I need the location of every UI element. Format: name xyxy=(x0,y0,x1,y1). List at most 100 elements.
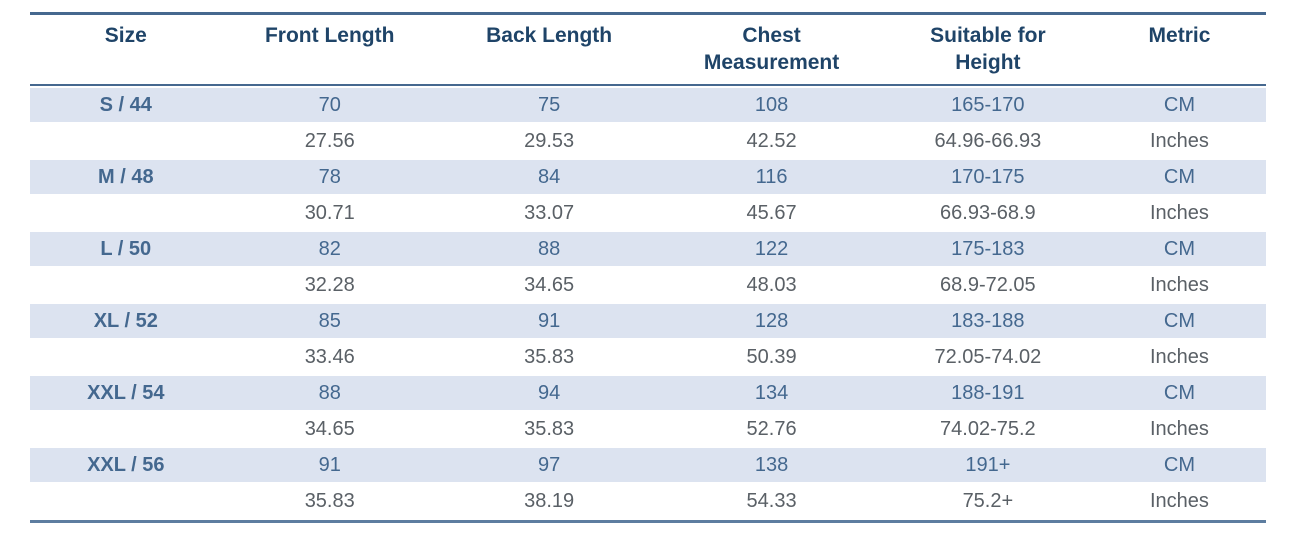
cell-height: 188-191 xyxy=(882,376,1093,410)
cell-height: 64.96-66.93 xyxy=(882,124,1093,158)
column-header-metric: Metric xyxy=(1092,17,1266,86)
cell-front-length: 34.65 xyxy=(221,412,438,446)
cell-height: 75.2+ xyxy=(882,484,1093,518)
cell-front-length: 82 xyxy=(221,232,438,266)
cell-front-length: 33.46 xyxy=(221,340,438,374)
column-header-size-line1: Size xyxy=(104,24,147,47)
cell-size: M / 48 xyxy=(30,160,222,194)
cell-size xyxy=(30,412,222,446)
size-chart-table: Size Front Length Back Length Chest Measu… xyxy=(30,12,1266,523)
cell-back-length: 94 xyxy=(437,376,661,410)
cell-back-length: 29.53 xyxy=(437,124,661,158)
table-row-xl52-inches: 33.46 35.83 50.39 72.05-74.02 Inches xyxy=(30,340,1266,374)
cell-chest: 116 xyxy=(660,160,883,194)
cell-metric: CM xyxy=(1092,232,1266,266)
table-row-l50-inches: 32.28 34.65 48.03 68.9-72.05 Inches xyxy=(30,268,1266,302)
column-header-front-length: Front Length xyxy=(221,17,438,86)
table-row-s44-cm: S / 44 70 75 108 165-170 CM xyxy=(30,88,1266,122)
cell-size xyxy=(30,268,222,302)
table-row-m48-cm: M / 48 78 84 116 170-175 CM xyxy=(30,160,1266,194)
cell-size: XXL / 56 xyxy=(30,448,222,482)
cell-size xyxy=(30,340,222,374)
cell-size xyxy=(30,124,222,158)
cell-back-length: 97 xyxy=(437,448,661,482)
cell-front-length: 32.28 xyxy=(221,268,438,302)
cell-front-length: 78 xyxy=(221,160,438,194)
cell-back-length: 38.19 xyxy=(437,484,661,518)
cell-size xyxy=(30,484,222,518)
cell-back-length: 33.07 xyxy=(437,196,661,230)
cell-front-length: 85 xyxy=(221,304,438,338)
cell-chest: 45.67 xyxy=(660,196,883,230)
cell-front-length: 30.71 xyxy=(221,196,438,230)
column-header-chest-line2: Measurement xyxy=(703,51,840,74)
table-row-l50-cm: L / 50 82 88 122 175-183 CM xyxy=(30,232,1266,266)
cell-chest: 108 xyxy=(660,88,883,122)
cell-back-length: 75 xyxy=(437,88,661,122)
cell-metric: Inches xyxy=(1092,484,1266,518)
cell-size: S / 44 xyxy=(30,88,222,122)
table-row-xxl56-inches: 35.83 38.19 54.33 75.2+ Inches xyxy=(30,484,1266,518)
cell-metric: Inches xyxy=(1092,412,1266,446)
column-header-back-length-line1: Back Length xyxy=(486,24,613,47)
cell-chest: 134 xyxy=(660,376,883,410)
cell-back-length: 35.83 xyxy=(437,412,661,446)
cell-metric: Inches xyxy=(1092,196,1266,230)
cell-chest: 122 xyxy=(660,232,883,266)
cell-height: 74.02-75.2 xyxy=(882,412,1093,446)
cell-metric: CM xyxy=(1092,88,1266,122)
cell-height: 170-175 xyxy=(882,160,1093,194)
cell-back-length: 88 xyxy=(437,232,661,266)
table-row-m48-inches: 30.71 33.07 45.67 66.93-68.9 Inches xyxy=(30,196,1266,230)
cell-size: L / 50 xyxy=(30,232,222,266)
cell-chest: 54.33 xyxy=(660,484,883,518)
cell-chest: 52.76 xyxy=(660,412,883,446)
column-header-height-line1: Suitable for xyxy=(930,24,1046,47)
column-header-size: Size xyxy=(30,17,222,86)
cell-front-length: 27.56 xyxy=(221,124,438,158)
cell-front-length: 91 xyxy=(221,448,438,482)
cell-metric: Inches xyxy=(1092,268,1266,302)
cell-metric: CM xyxy=(1092,304,1266,338)
cell-chest: 128 xyxy=(660,304,883,338)
column-header-front-length-line1: Front Length xyxy=(264,24,395,47)
cell-back-length: 84 xyxy=(437,160,661,194)
cell-height: 175-183 xyxy=(882,232,1093,266)
cell-height: 191+ xyxy=(882,448,1093,482)
cell-height: 72.05-74.02 xyxy=(882,340,1093,374)
cell-chest: 42.52 xyxy=(660,124,883,158)
cell-height: 66.93-68.9 xyxy=(882,196,1093,230)
cell-front-length: 70 xyxy=(221,88,438,122)
column-header-chest-line1: Chest xyxy=(742,24,801,47)
table-row-xxl56-cm: XXL / 56 91 97 138 191+ CM xyxy=(30,448,1266,482)
column-header-metric-line1: Metric xyxy=(1148,24,1211,47)
cell-front-length: 88 xyxy=(221,376,438,410)
column-header-back-length: Back Length xyxy=(437,17,661,86)
cell-chest: 50.39 xyxy=(660,340,883,374)
header-row: Size Front Length Back Length Chest Measu… xyxy=(30,17,1266,86)
cell-height: 165-170 xyxy=(882,88,1093,122)
cell-metric: CM xyxy=(1092,160,1266,194)
cell-height: 68.9-72.05 xyxy=(882,268,1093,302)
cell-height: 183-188 xyxy=(882,304,1093,338)
cell-chest: 48.03 xyxy=(660,268,883,302)
cell-size: XXL / 54 xyxy=(30,376,222,410)
table-row-xl52-cm: XL / 52 85 91 128 183-188 CM xyxy=(30,304,1266,338)
column-header-suitable-height: Suitable for Height xyxy=(882,17,1093,86)
cell-size: XL / 52 xyxy=(30,304,222,338)
cell-size xyxy=(30,196,222,230)
cell-back-length: 91 xyxy=(437,304,661,338)
cell-metric: CM xyxy=(1092,376,1266,410)
cell-metric: CM xyxy=(1092,448,1266,482)
column-header-height-line2: Height xyxy=(955,51,1021,74)
column-header-chest-measurement: Chest Measurement xyxy=(660,17,883,86)
cell-back-length: 35.83 xyxy=(437,340,661,374)
cell-metric: Inches xyxy=(1092,124,1266,158)
cell-chest: 138 xyxy=(660,448,883,482)
table-row-s44-inches: 27.56 29.53 42.52 64.96-66.93 Inches xyxy=(30,124,1266,158)
cell-metric: Inches xyxy=(1092,340,1266,374)
table-row-xxl54-cm: XXL / 54 88 94 134 188-191 CM xyxy=(30,376,1266,410)
cell-back-length: 34.65 xyxy=(437,268,661,302)
table-row-xxl54-inches: 34.65 35.83 52.76 74.02-75.2 Inches xyxy=(30,412,1266,446)
